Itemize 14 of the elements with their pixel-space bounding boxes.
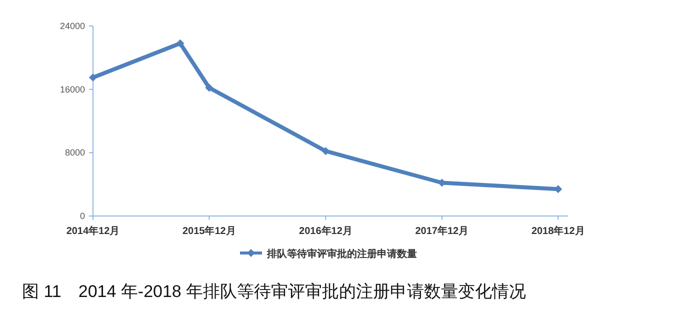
x-tick-label: 2017年12月 <box>415 225 469 237</box>
point <box>89 73 97 82</box>
y-tick-label: 16000 <box>60 84 85 94</box>
x-tick-label: 2016年12月 <box>299 225 352 237</box>
y-tick-label: 0 <box>80 211 85 221</box>
x-tick-label: 2014年12月 <box>66 225 120 237</box>
x-tick-label: 2015年12月 <box>182 225 236 237</box>
y-tick-label: 24000 <box>60 21 85 31</box>
x-tick-label: 2018年12月 <box>531 225 585 237</box>
y-tick-label: 8000 <box>64 148 85 158</box>
legend-label: 排队等待审评审批的注册申请数量 <box>266 248 417 260</box>
point <box>176 39 184 48</box>
point <box>205 84 214 92</box>
text: 图 11 2014 年-2018 年排队等待审评审批的注册申请数量变化情况 <box>22 282 526 301</box>
